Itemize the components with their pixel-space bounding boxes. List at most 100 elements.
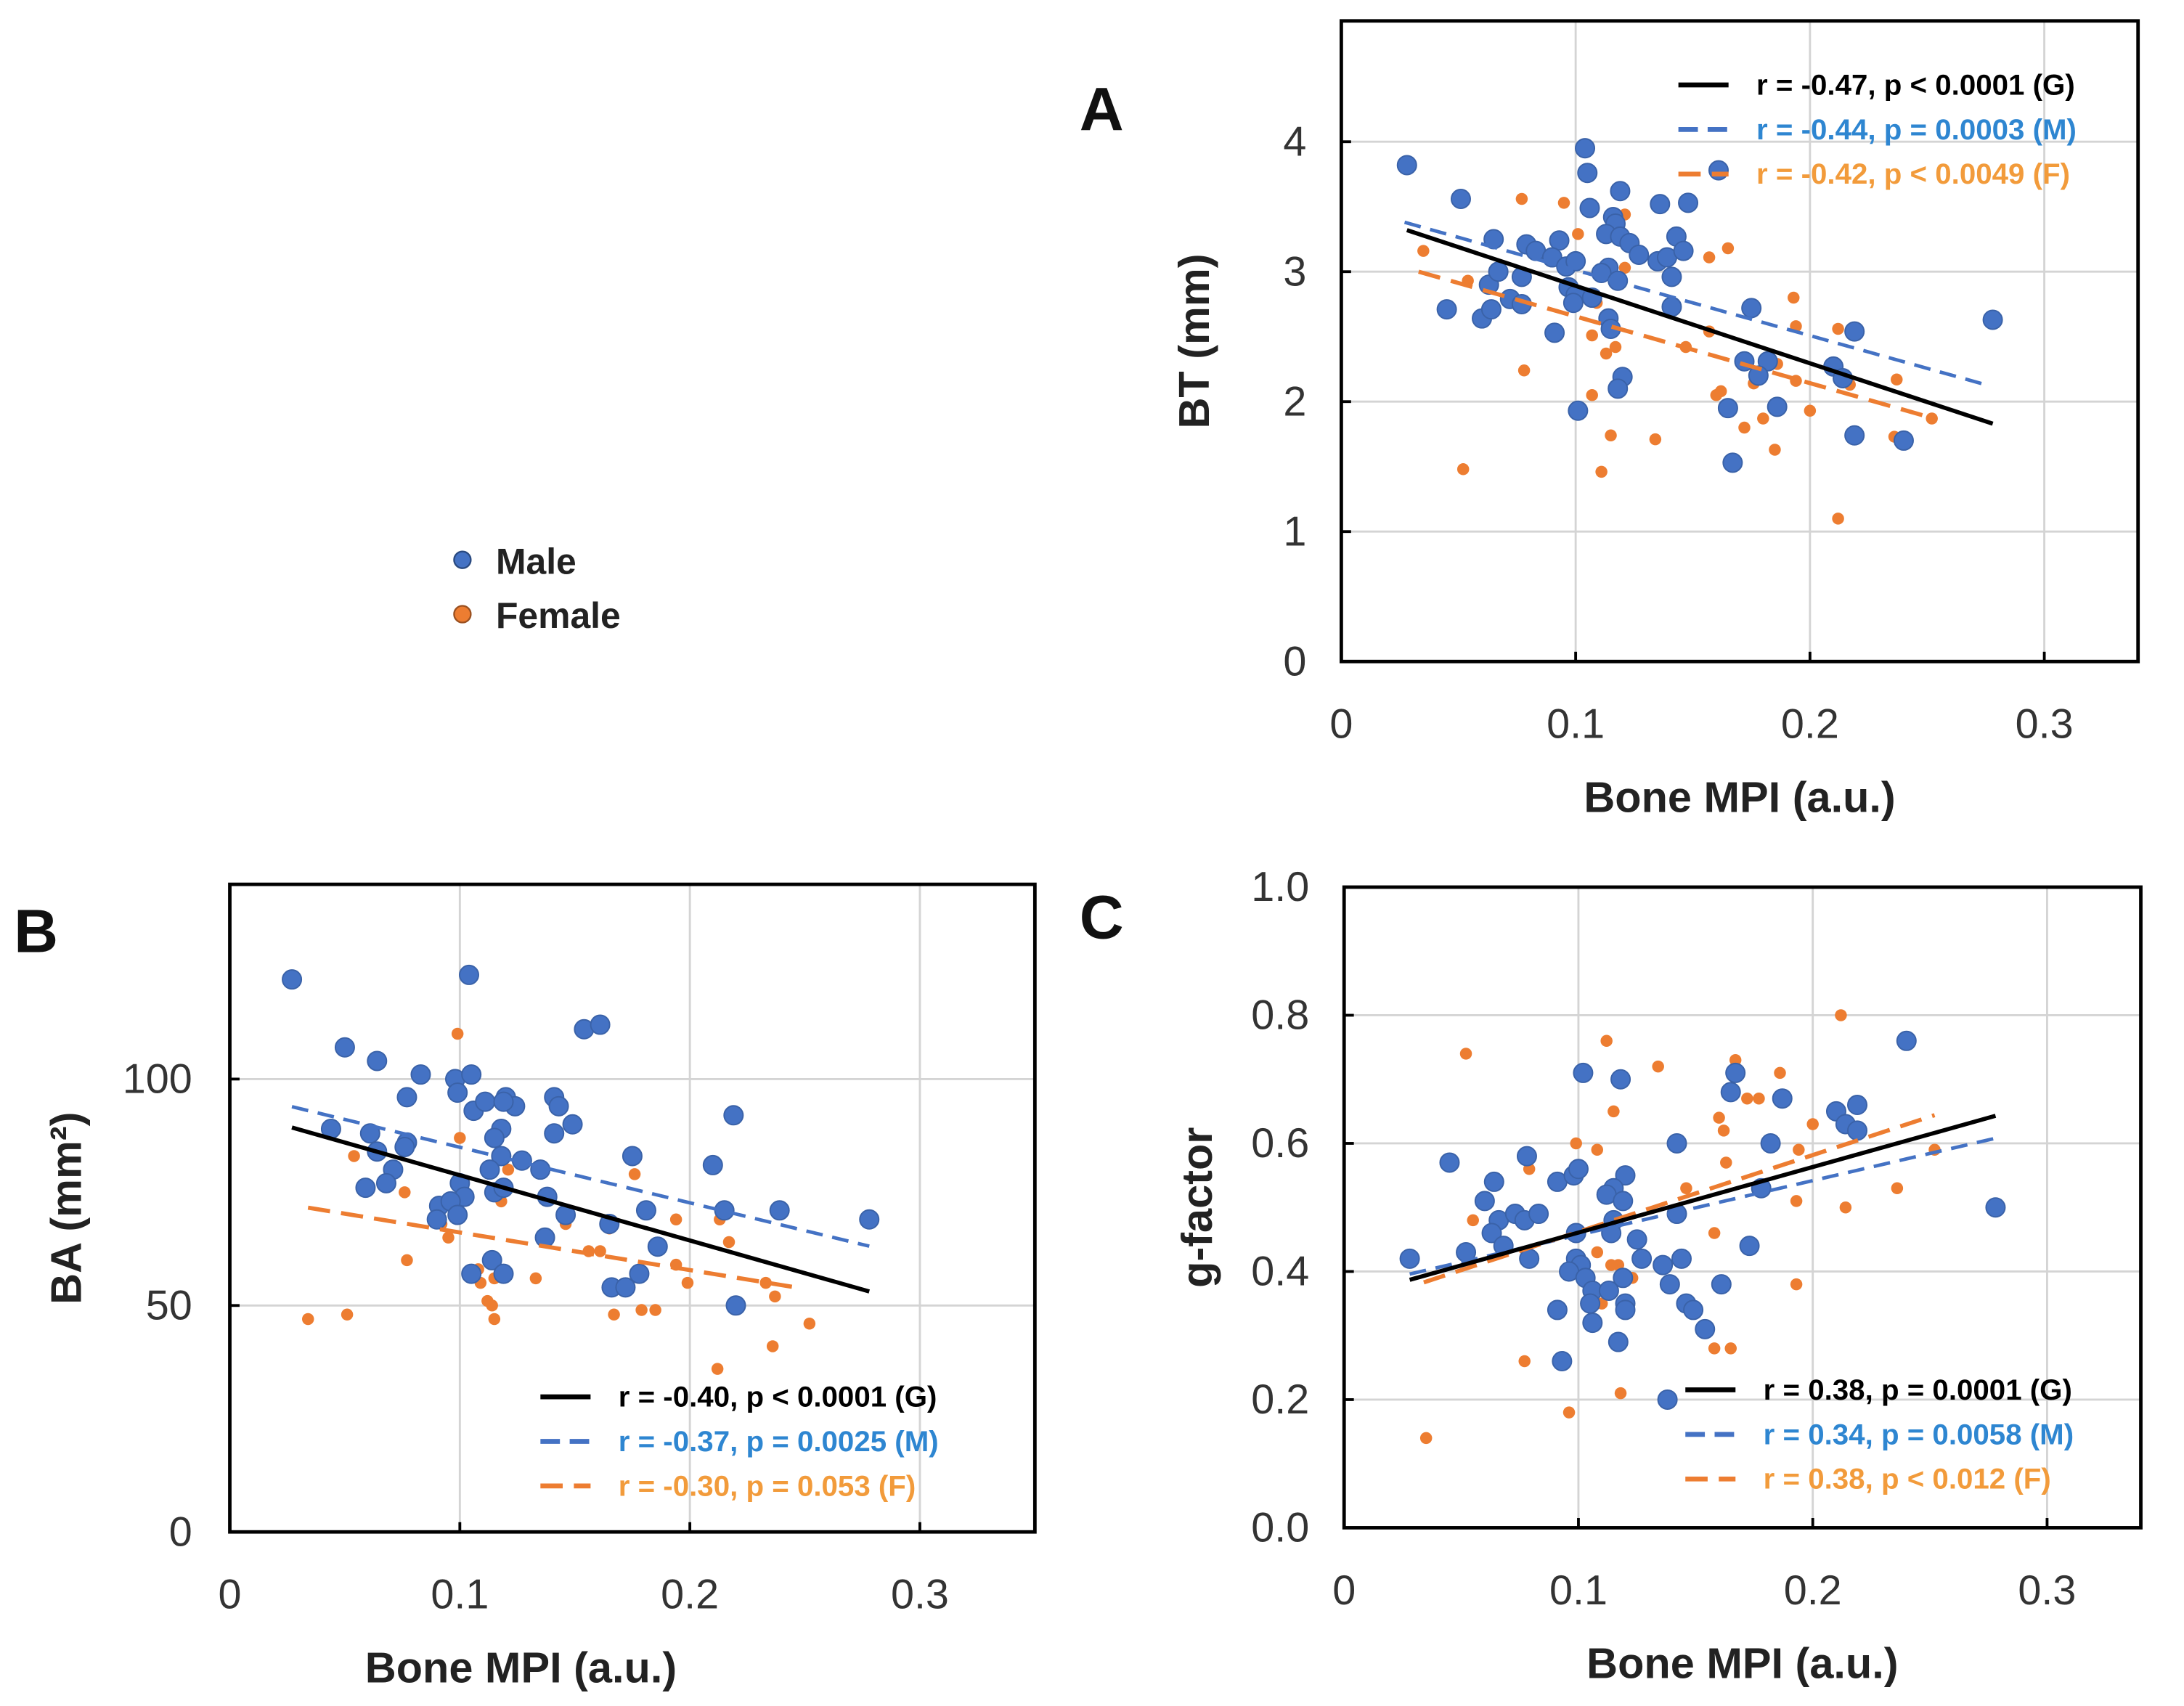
male-point (1631, 1248, 1653, 1269)
female-point (1729, 1054, 1742, 1066)
female-point (1774, 1066, 1786, 1079)
male-point (622, 1146, 643, 1167)
male-point (1741, 298, 1762, 319)
female-point (1419, 1432, 1433, 1445)
male-point (1483, 1171, 1504, 1192)
female-legend-marker (453, 605, 472, 624)
fit-legend: r = -0.47, p < 0.0001 (G) r = -0.44, p = … (1678, 68, 2077, 190)
male-point (459, 964, 480, 985)
y-tick-label: 0.2 (1251, 1376, 1309, 1423)
y-tick-label: 3 (1283, 248, 1306, 295)
x-tick-label: 0.1 (1549, 1567, 1608, 1614)
male-point (461, 1064, 482, 1085)
female-point (1417, 245, 1430, 257)
female-point (1652, 1060, 1664, 1073)
male-point (1760, 1132, 1781, 1154)
female-point (1595, 465, 1608, 478)
male-point (1844, 321, 1865, 342)
female-fit-line (307, 1205, 796, 1290)
male-point (1671, 1248, 1692, 1269)
male-point (479, 1159, 500, 1180)
general-fit-line (291, 1125, 871, 1294)
male-point (1615, 1165, 1636, 1186)
legend-entry: r = -0.37, p = 0.0025 (M) (619, 1425, 939, 1458)
male-point (1722, 452, 1743, 473)
x-tick-label: 0.3 (2016, 701, 2074, 748)
male-point (1573, 1062, 1594, 1083)
x-tick-label: 0.1 (1547, 701, 1605, 748)
male-point (1650, 194, 1671, 215)
male-point (1399, 1248, 1420, 1269)
male-point (1575, 138, 1596, 159)
y-tick-label: 4 (1283, 118, 1306, 165)
male-point (1544, 322, 1565, 343)
male-point (1608, 1331, 1629, 1352)
female-point (1832, 322, 1844, 335)
female-point (1586, 389, 1598, 401)
y-tick-label: 50 (146, 1282, 192, 1329)
male-point (1695, 1318, 1716, 1339)
male-point (1615, 1299, 1636, 1321)
legend-entry: r = 0.38, p < 0.012 (F) (1764, 1463, 2051, 1495)
male-point (1549, 230, 1570, 251)
male-point (1673, 240, 1694, 261)
x-tick-label: 0.3 (2018, 1567, 2076, 1614)
x-tick-label: 0.3 (891, 1572, 949, 1618)
fit-legend: r = 0.38, p = 0.0001 (G) r = 0.34, p = 0.… (1685, 1374, 2074, 1495)
legend-entry: r = -0.42, p < 0.0049 (F) (1756, 158, 2070, 190)
male-point (562, 1114, 583, 1135)
male-point (461, 1263, 482, 1284)
x-tick-label: 0 (1329, 701, 1353, 748)
female-point (1741, 1092, 1753, 1105)
y-tick-label: 0 (1283, 638, 1306, 685)
plot-frame (1342, 885, 2143, 1530)
legend-entry: r = -0.40, p < 0.0001 (G) (619, 1381, 937, 1413)
male-point (723, 1105, 744, 1126)
female-point (1790, 1195, 1803, 1207)
male-point (1678, 192, 1699, 213)
male-point (426, 1209, 447, 1230)
male-point (1982, 309, 2003, 330)
male-point (1844, 425, 1865, 446)
male-point (1896, 1030, 1917, 1051)
female-point (759, 1276, 772, 1289)
x-axis-label: Bone MPI (a.u.) (1586, 1639, 1898, 1688)
male-point (1661, 266, 1682, 287)
male-point (1626, 1229, 1647, 1250)
female-point (594, 1245, 606, 1257)
x-axis-label: Bone MPI (a.u.) (365, 1643, 677, 1691)
female-point (1806, 1118, 1819, 1130)
female-point (1724, 1342, 1737, 1355)
male-legend-label: Male (496, 541, 576, 581)
male-point (1562, 293, 1584, 314)
x-tick-label: 0 (1332, 1567, 1356, 1614)
male-point (493, 1091, 514, 1112)
female-point (301, 1313, 314, 1326)
panel-letter: B (14, 897, 58, 966)
female-point (1609, 340, 1622, 354)
male-point (859, 1209, 880, 1230)
y-tick-label: 0 (169, 1509, 192, 1555)
male-point (1610, 181, 1631, 202)
female-point (722, 1236, 736, 1249)
panel-c: C 0 0.1 0.2 0.3 0.0 0.2 0.4 0.6 0.8 1.0 Bone MPI (a… (1080, 864, 2143, 1688)
male-point (544, 1123, 565, 1144)
male-point (481, 1249, 502, 1270)
female-point (769, 1290, 781, 1303)
female-point (1572, 228, 1584, 240)
female-point (442, 1231, 455, 1244)
female-point (1456, 463, 1470, 476)
male-point (647, 1236, 668, 1257)
male-point (1547, 1299, 1568, 1321)
y-tick-label: 2 (1283, 378, 1306, 425)
panel-letter: A (1080, 75, 1124, 144)
male-point (530, 1159, 551, 1180)
female-point (608, 1308, 620, 1321)
male-point (484, 1127, 505, 1148)
female-point (1518, 1355, 1531, 1368)
male-point (629, 1263, 650, 1284)
fit-legend: r = -0.40, p < 0.0001 (G) r = -0.37, p = … (540, 1381, 939, 1502)
female-point (399, 1186, 411, 1199)
female-point (488, 1313, 501, 1326)
female-point (1605, 1259, 1618, 1271)
